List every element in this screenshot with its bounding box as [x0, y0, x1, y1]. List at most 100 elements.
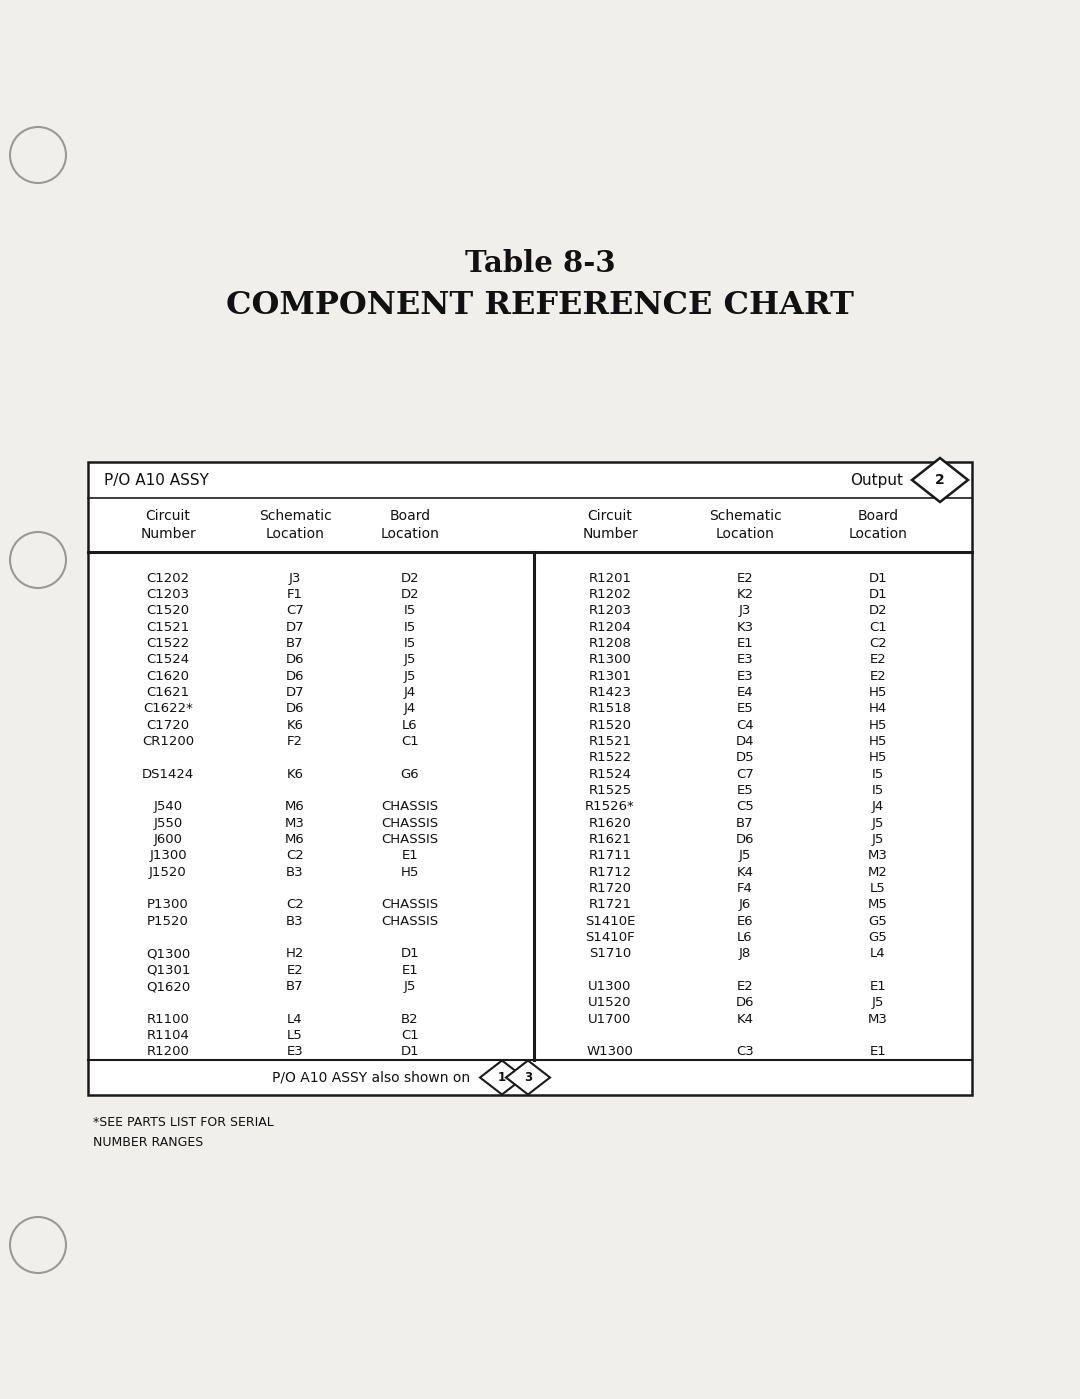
Text: K3: K3 — [737, 621, 754, 634]
Text: COMPONENT REFERENCE CHART: COMPONENT REFERENCE CHART — [226, 290, 854, 320]
Text: L6: L6 — [738, 930, 753, 944]
Text: I5: I5 — [872, 783, 885, 797]
Text: H5: H5 — [868, 719, 887, 732]
Text: R1203: R1203 — [589, 604, 632, 617]
Text: E1: E1 — [869, 981, 887, 993]
Text: R1520: R1520 — [589, 719, 632, 732]
Text: C1524: C1524 — [147, 653, 190, 666]
Text: J8: J8 — [739, 947, 751, 960]
Text: J600: J600 — [153, 832, 183, 846]
Text: J1520: J1520 — [149, 866, 187, 879]
Text: R1521: R1521 — [589, 734, 632, 748]
Text: C2: C2 — [286, 898, 303, 911]
Text: J5: J5 — [404, 653, 416, 666]
Text: C1: C1 — [401, 1030, 419, 1042]
Text: E1: E1 — [869, 1045, 887, 1058]
Text: S1710: S1710 — [589, 947, 631, 960]
Text: R1720: R1720 — [589, 881, 632, 895]
Text: D2: D2 — [401, 588, 419, 602]
Text: Q1301: Q1301 — [146, 964, 190, 977]
Text: C3: C3 — [737, 1045, 754, 1058]
Text: Q1300: Q1300 — [146, 947, 190, 960]
Text: R1100: R1100 — [147, 1013, 189, 1025]
Text: CR1200: CR1200 — [141, 734, 194, 748]
Text: D6: D6 — [286, 670, 305, 683]
Text: E2: E2 — [869, 653, 887, 666]
Polygon shape — [912, 457, 968, 502]
Text: Schematic
Location: Schematic Location — [708, 509, 781, 541]
Bar — [87, 462, 972, 1095]
Text: R1300: R1300 — [589, 653, 632, 666]
Text: H4: H4 — [869, 702, 887, 715]
Text: I5: I5 — [404, 604, 416, 617]
Text: C1621: C1621 — [147, 686, 190, 700]
Text: Circuit
Number: Circuit Number — [140, 509, 195, 541]
Text: K4: K4 — [737, 1013, 754, 1025]
Text: C1202: C1202 — [147, 572, 190, 585]
Text: P1300: P1300 — [147, 898, 189, 911]
Text: C7: C7 — [737, 768, 754, 781]
Text: R1423: R1423 — [589, 686, 632, 700]
Text: I5: I5 — [872, 768, 885, 781]
Text: J4: J4 — [404, 702, 416, 715]
Text: B7: B7 — [737, 817, 754, 830]
Polygon shape — [507, 1060, 550, 1094]
Text: E1: E1 — [402, 849, 418, 862]
Text: DS1424: DS1424 — [141, 768, 194, 781]
Text: Q1620: Q1620 — [146, 981, 190, 993]
Text: 1: 1 — [498, 1072, 507, 1084]
Text: E5: E5 — [737, 783, 754, 797]
Text: D2: D2 — [401, 572, 419, 585]
Text: R1200: R1200 — [147, 1045, 189, 1058]
Text: J540: J540 — [153, 800, 183, 813]
Text: K6: K6 — [286, 719, 303, 732]
Text: J5: J5 — [404, 670, 416, 683]
Text: Table 8-3: Table 8-3 — [464, 249, 616, 277]
Text: M2: M2 — [868, 866, 888, 879]
Text: L5: L5 — [287, 1030, 302, 1042]
Text: E2: E2 — [286, 964, 303, 977]
Text: C2: C2 — [286, 849, 303, 862]
Text: B7: B7 — [286, 637, 303, 651]
Text: C2: C2 — [869, 637, 887, 651]
Text: D7: D7 — [286, 621, 305, 634]
Text: I5: I5 — [404, 637, 416, 651]
Text: J5: J5 — [872, 817, 885, 830]
Text: L4: L4 — [870, 947, 886, 960]
Text: J6: J6 — [739, 898, 751, 911]
Text: J3: J3 — [739, 604, 752, 617]
Text: E5: E5 — [737, 702, 754, 715]
Text: E2: E2 — [737, 572, 754, 585]
Text: R1621: R1621 — [589, 832, 632, 846]
Text: J3: J3 — [288, 572, 301, 585]
Text: J5: J5 — [872, 996, 885, 1009]
Text: D1: D1 — [868, 588, 888, 602]
Text: R1518: R1518 — [589, 702, 632, 715]
Text: NUMBER RANGES: NUMBER RANGES — [93, 1136, 203, 1150]
Text: W1300: W1300 — [586, 1045, 634, 1058]
Text: M3: M3 — [868, 1013, 888, 1025]
Text: E3: E3 — [737, 670, 754, 683]
Text: M3: M3 — [285, 817, 305, 830]
Text: C7: C7 — [286, 604, 303, 617]
Text: M6: M6 — [285, 800, 305, 813]
Text: B7: B7 — [286, 981, 303, 993]
Text: R1721: R1721 — [589, 898, 632, 911]
Text: D6: D6 — [735, 832, 754, 846]
Text: P1520: P1520 — [147, 915, 189, 928]
Text: C5: C5 — [737, 800, 754, 813]
Text: S1410F: S1410F — [585, 930, 635, 944]
Text: D1: D1 — [401, 947, 419, 960]
Text: H5: H5 — [868, 751, 887, 764]
Text: J5: J5 — [404, 981, 416, 993]
Text: R1208: R1208 — [589, 637, 632, 651]
Text: D6: D6 — [286, 702, 305, 715]
Text: J4: J4 — [404, 686, 416, 700]
Text: C1521: C1521 — [147, 621, 190, 634]
Text: D6: D6 — [735, 996, 754, 1009]
Text: L6: L6 — [402, 719, 418, 732]
Text: S1410E: S1410E — [584, 915, 635, 928]
Text: F1: F1 — [287, 588, 303, 602]
Text: Circuit
Number: Circuit Number — [582, 509, 638, 541]
Text: CHASSIS: CHASSIS — [381, 832, 438, 846]
